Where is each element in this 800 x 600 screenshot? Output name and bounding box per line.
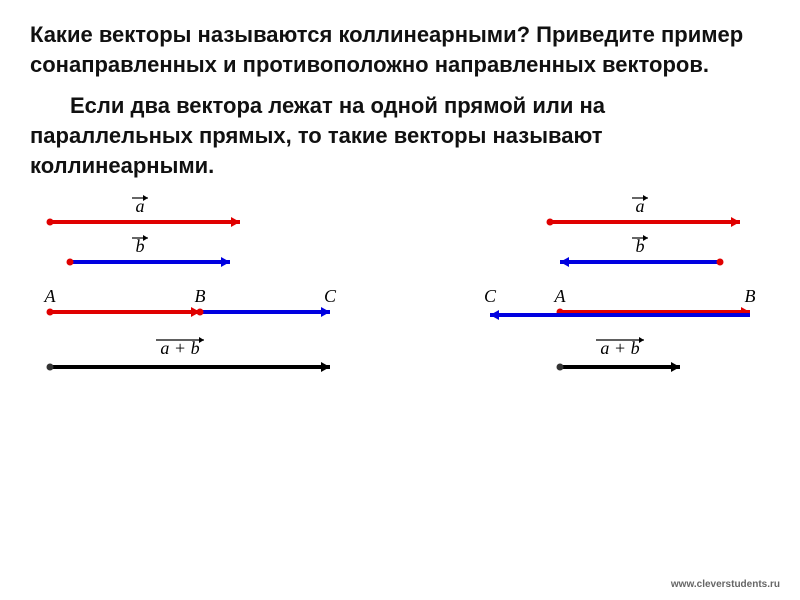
- svg-text:C: C: [324, 286, 337, 306]
- right-svg: ab A B Ca + b: [430, 192, 770, 392]
- svg-text:C: C: [484, 286, 497, 306]
- svg-text:a: a: [636, 196, 645, 216]
- svg-text:A: A: [554, 286, 567, 306]
- right-diagram: ab A B Ca + b: [430, 192, 770, 392]
- left-svg: ab A B Ca + b: [30, 192, 370, 392]
- svg-text:a: a: [136, 196, 145, 216]
- svg-text:B: B: [745, 286, 756, 306]
- svg-text:a + b: a + b: [600, 338, 639, 358]
- svg-text:B: B: [195, 286, 206, 306]
- attribution: www.cleverstudents.ru: [671, 579, 780, 590]
- left-diagram: ab A B Ca + b: [30, 192, 370, 392]
- question-text: Какие векторы называются коллинеарными? …: [30, 20, 770, 79]
- svg-text:a + b: a + b: [160, 338, 199, 358]
- svg-text:b: b: [636, 236, 645, 256]
- diagrams-container: abABCa + b abABCa + b: [30, 192, 770, 392]
- svg-text:b: b: [136, 236, 145, 256]
- answer-text: Если два вектора лежат на одной прямой и…: [30, 91, 770, 180]
- svg-text:A: A: [44, 286, 57, 306]
